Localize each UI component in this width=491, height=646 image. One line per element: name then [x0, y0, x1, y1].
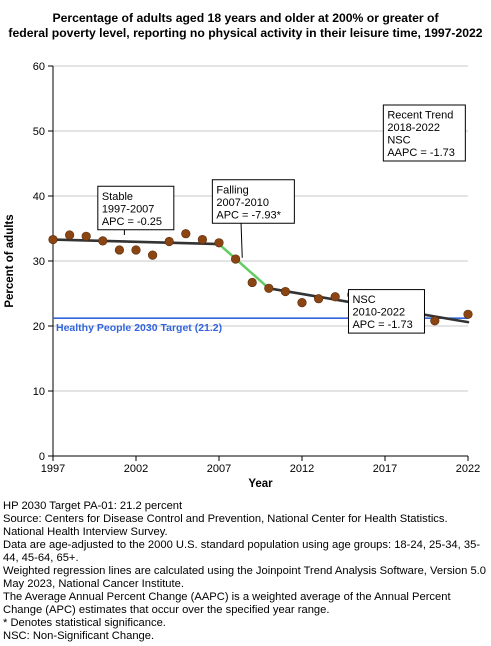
data-point — [463, 309, 473, 319]
footnote-target: HP 2030 Target PA-01: 21.2 percent — [3, 500, 183, 512]
data-point — [264, 283, 274, 293]
x-axis-label: Year — [248, 478, 273, 490]
footnote-significance: * Denotes statistical significance. — [3, 617, 166, 629]
footnote-regression: Weighted regression lines are calculated… — [3, 565, 490, 590]
y-tick-label: 20 — [33, 321, 45, 333]
x-tick-label: 2002 — [124, 463, 148, 475]
data-point — [64, 230, 75, 240]
x-tick-label: 2012 — [290, 463, 314, 475]
data-point — [114, 245, 124, 255]
footnote-aapc: The Average Annual Percent Change (AAPC)… — [3, 591, 454, 616]
data-point — [297, 298, 307, 308]
x-tick-label: 2007 — [207, 463, 231, 475]
annotation-text: AAPC = -1.73 — [387, 147, 455, 159]
x-tick-label: 2022 — [456, 463, 480, 475]
data-point — [430, 316, 440, 326]
data-point — [164, 236, 174, 247]
data-point — [214, 238, 224, 248]
annotation-text: 2010-2022 — [352, 307, 405, 319]
annotation-text: NSC — [387, 135, 410, 147]
annotation-text: 1997-2007 — [102, 203, 155, 215]
trend-line — [51, 238, 221, 246]
x-tick-label: 2017 — [373, 463, 397, 475]
chart-title-line-1: Percentage of adults aged 18 years and o… — [52, 11, 439, 25]
y-tick-label: 10 — [33, 386, 45, 398]
data-point — [280, 286, 291, 297]
data-point — [197, 234, 207, 245]
chart-title: Percentage of adults aged 18 years and o… — [0, 11, 491, 41]
annotation-box — [382, 104, 466, 162]
annotation-text: APC = -1.73 — [352, 319, 412, 331]
y-tick-label: 40 — [33, 191, 45, 203]
annotation-box — [97, 185, 175, 231]
target-line-label: Healthy People 2030 Target (21.2) — [56, 322, 222, 334]
x-tick-label: 1997 — [41, 463, 65, 475]
footnote-age-adjustment: Data are age-adjusted to the 2000 U.S. s… — [3, 539, 481, 564]
annotation-pointer — [240, 223, 243, 258]
data-point — [330, 292, 340, 302]
chart-title-line-2: federal poverty level, reporting no phys… — [8, 26, 483, 40]
annotation-text: Falling — [216, 184, 248, 196]
footnotes: HP 2030 Target PA-01: 21.2 percent Sourc… — [3, 500, 489, 643]
data-point — [314, 294, 324, 304]
data-point — [231, 254, 241, 264]
y-tick-label: 60 — [33, 61, 45, 73]
annotation-text: APC = -0.25 — [102, 216, 162, 228]
annotation-text: 2007-2010 — [216, 197, 269, 209]
data-point — [148, 250, 158, 260]
data-point — [98, 236, 108, 246]
annotation-box — [347, 289, 425, 334]
data-point — [181, 229, 191, 239]
data-point — [247, 277, 257, 288]
footnote-nsc: NSC: Non-Significant Change. — [3, 630, 155, 642]
annotation-text: 2018-2022 — [387, 122, 440, 134]
footnote-source: Source: Centers for Disease Control and … — [3, 513, 451, 538]
data-point — [48, 234, 58, 245]
data-point — [81, 231, 91, 241]
y-tick-label: 50 — [33, 126, 45, 138]
y-axis-label: Percent of adults — [4, 214, 16, 307]
y-tick-label: 0 — [39, 451, 45, 463]
annotation-text: Stable — [102, 191, 133, 203]
annotation-text: APC = -7.93* — [216, 209, 281, 221]
annotation-text: Recent Trend — [387, 110, 453, 122]
y-tick-label: 30 — [33, 256, 45, 268]
annotation-box — [211, 179, 295, 224]
data-point — [131, 245, 141, 255]
chart-canvas: 0 10 20 30 40 50 60 1997 2002 2007 2012 2017 2022 Yea… — [4, 61, 480, 490]
annotation-text: NSC — [352, 294, 375, 306]
trend-line — [217, 242, 271, 290]
